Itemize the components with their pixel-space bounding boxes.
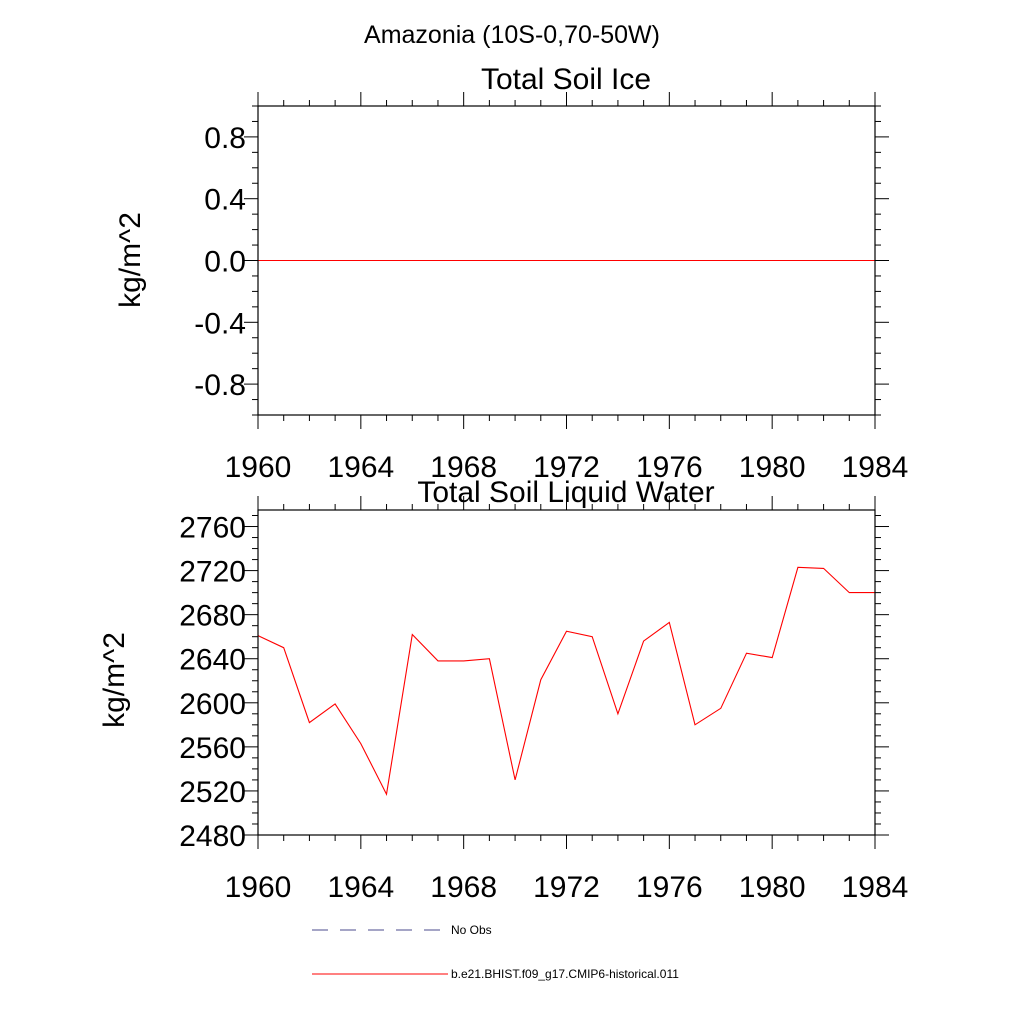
- ticks: 1960 1964 1968 1972 1976 1980 1984 2480 2520 2560…: [179, 496, 908, 904]
- x-tick-label: 1984: [842, 871, 909, 904]
- y-tick-label: -0.8: [194, 369, 246, 402]
- legend: No Obs b.e21.BHIST.f09_g17.CMIP6-histori…: [312, 923, 679, 981]
- y-tick-label: -0.4: [194, 307, 246, 340]
- plot-frame: [257, 105, 876, 416]
- figure-suptitle: Amazonia (10S-0,70-50W): [364, 21, 660, 49]
- x-tick-label: 1972: [533, 451, 600, 484]
- x-tick-label: 1972: [533, 871, 600, 904]
- y-tick-label: 0.8: [204, 122, 246, 155]
- x-tick-label: 1960: [225, 451, 292, 484]
- x-tick-label: 1964: [327, 871, 394, 904]
- series-line: [257, 566, 875, 796]
- ticks: 1960 1964 1968 1972 1976 1980 1984 -0.8 -0.4 0.0 0…: [194, 92, 908, 484]
- y-axis-label: kg/m^2: [98, 632, 131, 728]
- x-tick-label: 1976: [636, 871, 703, 904]
- y-axis-label: kg/m^2: [114, 212, 147, 308]
- panel-total-soil-ice: Total Soil Ice kg/m^2 1960 1964 1968 1972 19…: [114, 63, 908, 484]
- x-tick-label: 1980: [739, 871, 806, 904]
- legend-label-model: b.e21.BHIST.f09_g17.CMIP6-historical.011: [451, 967, 679, 981]
- legend-label-no-obs: No Obs: [451, 923, 492, 937]
- x-tick-label: 1976: [636, 451, 703, 484]
- x-tick-label: 1968: [430, 451, 497, 484]
- x-tick-label: 1960: [225, 871, 292, 904]
- y-tick-label: 2680: [179, 600, 246, 633]
- plot-frame: [257, 509, 876, 836]
- y-tick-label: 2560: [179, 732, 246, 765]
- y-tick-label: 2480: [179, 820, 246, 853]
- panel-total-soil-liquid-water: Total Soil Liquid Water kg/m^2 1960 1964 1…: [98, 476, 908, 904]
- y-tick-label: 2760: [179, 512, 246, 545]
- y-tick-label: 2520: [179, 776, 246, 809]
- x-tick-label: 1980: [739, 451, 806, 484]
- y-tick-label: 2600: [179, 688, 246, 721]
- x-tick-label: 1968: [430, 871, 497, 904]
- x-tick-label: 1984: [842, 451, 909, 484]
- y-tick-label: 0.0: [204, 246, 246, 279]
- y-tick-label: 0.4: [204, 184, 246, 217]
- series: [257, 566, 875, 796]
- x-tick-label: 1964: [327, 451, 394, 484]
- y-tick-label: 2720: [179, 556, 246, 589]
- y-tick-label: 2640: [179, 644, 246, 677]
- panel-title: Total Soil Ice: [481, 63, 651, 96]
